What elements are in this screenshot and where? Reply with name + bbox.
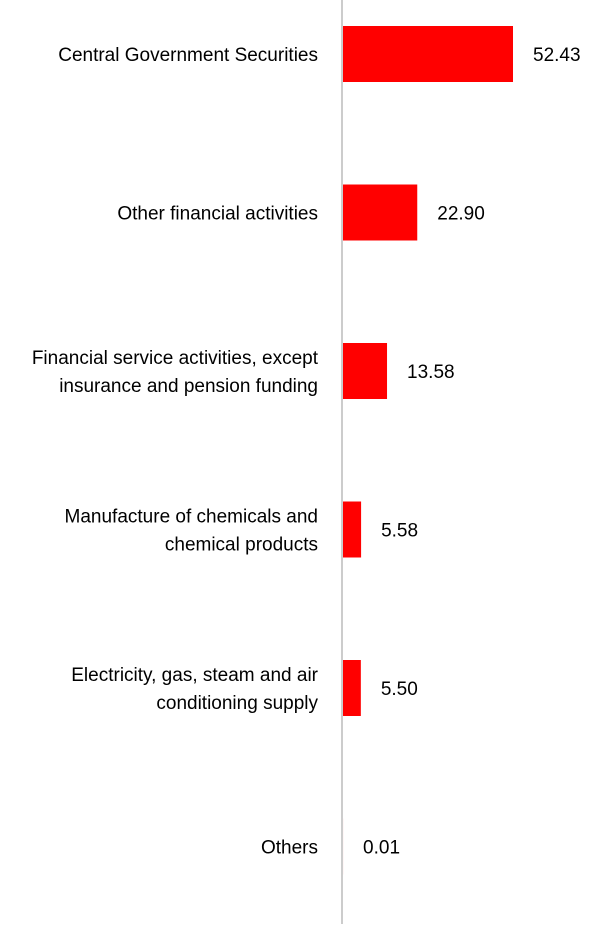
category-label-line: insurance and pension funding xyxy=(59,376,318,397)
data-label: 22.90 xyxy=(437,204,485,225)
bar xyxy=(343,501,362,558)
bar xyxy=(343,184,418,241)
category-label: Financial service activities, except insu… xyxy=(32,348,319,397)
data-label: 13.58 xyxy=(407,362,455,383)
category-label-line: chemical products xyxy=(165,535,318,556)
category-label-line: Central Government Securities xyxy=(58,45,318,66)
category-label: Others xyxy=(261,838,318,859)
category-label: Central Government Securities xyxy=(58,45,318,66)
data-label: 5.58 xyxy=(381,521,418,542)
bar xyxy=(343,26,513,82)
labels-layer: 52.43 Central Government Securities 22.90 O… xyxy=(32,45,581,859)
data-label: 0.01 xyxy=(363,838,400,859)
category-label-line: Other financial activities xyxy=(117,204,318,225)
category-label-line: Financial service activities, except xyxy=(32,348,319,369)
data-label: 52.43 xyxy=(533,45,581,66)
category-label-line: Others xyxy=(261,838,318,859)
category-label-line: conditioning supply xyxy=(156,693,318,714)
category-label-line: Electricity, gas, steam and air xyxy=(71,665,318,686)
bar xyxy=(343,660,361,716)
category-label-line: Manufacture of chemicals and xyxy=(65,507,318,528)
category-label: Other financial activities xyxy=(117,204,318,225)
bars-layer xyxy=(343,26,513,875)
bar xyxy=(343,343,388,399)
data-label: 5.50 xyxy=(381,679,418,700)
category-label: Manufacture of chemicals and chemical pro… xyxy=(65,507,318,556)
category-label: Electricity, gas, steam and air condition… xyxy=(71,665,318,714)
